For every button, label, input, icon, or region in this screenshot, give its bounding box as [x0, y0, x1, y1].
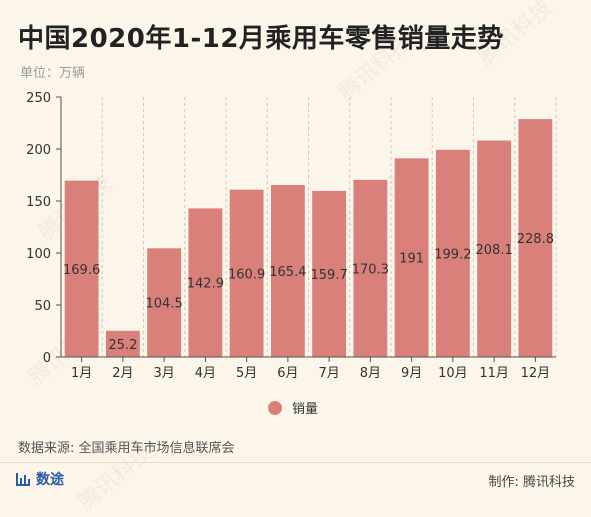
y-tick-label: 0 [43, 351, 51, 366]
data-label: 160.9 [228, 267, 265, 282]
unit-label: 单位：万辆 [20, 66, 86, 81]
x-tick-label: 8月 [360, 366, 381, 381]
x-tick-label: 11月 [479, 366, 509, 381]
legend[interactable]: 销量 [268, 398, 318, 417]
bar-chart-icon [16, 472, 30, 486]
bar [147, 248, 182, 357]
x-tick-label: 7月 [318, 366, 339, 381]
y-tick-label: 100 [26, 247, 51, 262]
chart-title: 中国2020年1-12月乘用车零售销量走势 [18, 24, 504, 54]
bar [312, 190, 347, 357]
data-label: 170.3 [352, 262, 389, 277]
data-label: 142.9 [187, 277, 224, 292]
x-tick-label: 6月 [277, 366, 298, 381]
data-label: 199.2 [434, 247, 471, 262]
bar [229, 189, 264, 357]
y-tick-label: 200 [26, 143, 51, 158]
maker-credit: 制作: 腾讯科技 [488, 475, 575, 490]
brand-logo: 数途 [16, 469, 64, 489]
x-tick-label: 10月 [438, 366, 468, 381]
data-label: 25.2 [108, 338, 137, 353]
legend-label: 销量 [292, 402, 319, 417]
bar [105, 330, 140, 357]
data-label: 208.1 [476, 243, 513, 258]
data-label: 159.7 [311, 268, 348, 283]
bar [270, 184, 305, 357]
x-tick-label: 2月 [112, 366, 133, 381]
bar [394, 158, 429, 357]
brand-name: 数途 [36, 472, 64, 488]
bar [353, 179, 388, 357]
y-tick-label: 50 [34, 299, 51, 314]
y-tick-label: 250 [26, 91, 51, 106]
bar [477, 140, 512, 357]
data-label: 228.8 [517, 232, 554, 247]
x-tick-label: 5月 [236, 366, 257, 381]
data-source: 数据来源: 全国乘用车市场信息联席会 [18, 441, 235, 456]
x-tick-label: 1月 [71, 366, 92, 381]
bar-chart: 0 50 100 150 200 250 169.6 1月 25.2 2月 104.5 3月 142.9… [26, 91, 557, 381]
footer-divider [0, 462, 591, 463]
x-tick-label: 12月 [521, 366, 551, 381]
data-label: 191 [399, 252, 424, 267]
data-label: 104.5 [146, 297, 183, 312]
x-tick-label: 9月 [401, 366, 422, 381]
data-label: 165.4 [269, 265, 306, 280]
y-tick-label: 150 [26, 195, 51, 210]
data-label: 169.6 [63, 263, 100, 278]
legend-swatch [268, 400, 282, 415]
bar [64, 180, 99, 357]
bar [518, 119, 553, 357]
bar [435, 149, 470, 357]
x-tick-label: 4月 [195, 366, 216, 381]
bar [188, 208, 223, 357]
x-tick-label: 3月 [153, 366, 174, 381]
